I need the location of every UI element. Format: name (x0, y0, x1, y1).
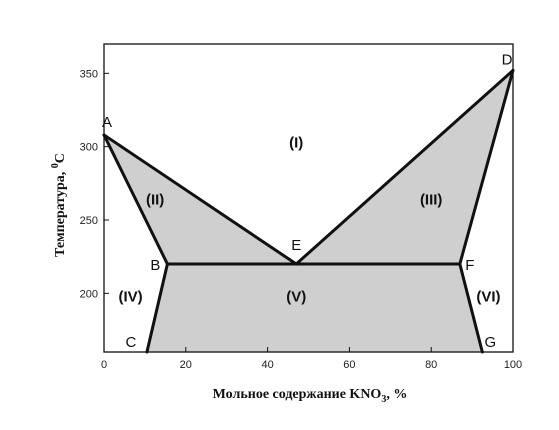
x-tick-label: 0 (101, 359, 107, 371)
shaded-region-2 (146, 264, 483, 352)
boundary-line-ED (294, 68, 515, 266)
boundary-line-BC (145, 262, 169, 354)
x-tick-label: 60 (343, 359, 355, 371)
region-label-2: (III) (420, 191, 443, 208)
point-label-G: G (484, 334, 496, 351)
boundary-line-FG (458, 262, 484, 354)
x-tick-label: 100 (504, 359, 522, 371)
region-label-4: (V) (286, 288, 306, 305)
point-label-C: C (126, 334, 137, 351)
region-labels: (I) (II) (III) (IV) (V) (VI) (118, 134, 500, 305)
region-label-5: (VI) (476, 288, 500, 305)
boundary-line-DF (458, 68, 515, 266)
y-axis-ticks: 200 250 300 350 (80, 68, 109, 300)
y-tick-label: 350 (80, 68, 98, 80)
region-label-3: (IV) (118, 288, 142, 305)
y-tick-label: 200 (80, 288, 98, 300)
x-tick-label: 80 (425, 359, 437, 371)
x-axis-title: Мольное содержание KNO3, % (213, 387, 408, 405)
point-labels: A B C D E F G (102, 51, 513, 351)
phase-boundary-lines (102, 68, 515, 354)
y-tick-label: 250 (80, 215, 98, 227)
point-label-D: D (502, 51, 513, 68)
point-label-F: F (465, 257, 474, 274)
boundary-line-AB (102, 133, 169, 266)
y-tick-label: 300 (80, 142, 98, 154)
x-axis-ticks: 0 20 40 60 80 100 (101, 347, 522, 371)
x-tick-label: 40 (261, 359, 273, 371)
boundary-line-AE (102, 133, 298, 266)
point-label-B: B (150, 257, 160, 274)
point-label-E: E (291, 237, 301, 254)
point-label-A: A (102, 114, 112, 131)
x-tick-label: 20 (180, 359, 192, 371)
shaded-regions (104, 70, 513, 352)
plot-frame (103, 43, 514, 353)
region-label-0: (I) (289, 134, 303, 151)
region-label-1: (II) (146, 191, 164, 208)
y-axis-title: Температура, 0C (50, 153, 68, 257)
